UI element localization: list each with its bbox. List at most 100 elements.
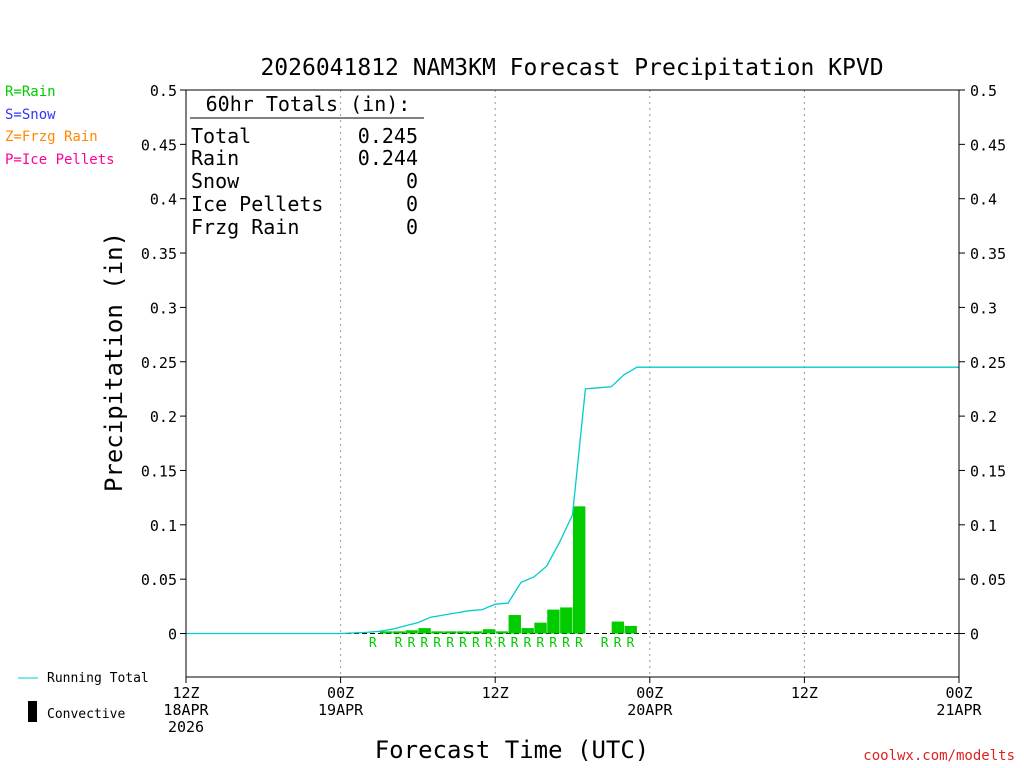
running-total-line bbox=[186, 366, 959, 635]
totals-label-snow: Snow bbox=[191, 169, 240, 193]
precip-bar bbox=[418, 628, 431, 634]
totals-box: 60hr Totals (in): Total 0.245 Rain 0.244… bbox=[190, 92, 424, 239]
legend-running-total: Running Total bbox=[47, 671, 149, 686]
precip-bar bbox=[547, 609, 560, 634]
y-tick-label-left: 0.05 bbox=[141, 571, 177, 589]
precip-bar bbox=[573, 506, 586, 634]
x-tick-label: 21APR bbox=[936, 701, 982, 719]
totals-label-total: Total bbox=[191, 124, 251, 148]
totals-label-ice-pellets: Ice Pellets bbox=[191, 192, 323, 216]
legend-convective: Convective bbox=[47, 707, 125, 722]
x-tick-label: 00Z bbox=[636, 684, 663, 702]
precip-type-legend: R=Rain S=Snow Z=Frzg Rain P=Ice Pellets bbox=[5, 84, 115, 168]
precip-bar bbox=[521, 628, 534, 634]
y-tick-label-left: 0.35 bbox=[141, 245, 177, 263]
x-tick-label: 00Z bbox=[945, 684, 972, 702]
totals-value-ice-pellets: 0 bbox=[406, 192, 418, 216]
precip-type-mark: R bbox=[420, 636, 428, 651]
x-tick-label: 2026 bbox=[168, 718, 204, 736]
y-tick-label-right: 0.1 bbox=[970, 517, 997, 535]
precip-bar bbox=[457, 631, 470, 634]
precip-type-mark: R bbox=[523, 636, 531, 651]
y-tick-label-right: 0.2 bbox=[970, 408, 997, 426]
y-tick-label-left: 0.3 bbox=[150, 299, 177, 317]
y-tick-label-left: 0 bbox=[168, 626, 177, 644]
precip-type-mark: R bbox=[549, 636, 557, 651]
y-tick-label-left: 0.5 bbox=[150, 82, 177, 100]
totals-value-snow: 0 bbox=[406, 169, 418, 193]
y-tick-label-right: 0.5 bbox=[970, 82, 997, 100]
x-tick-label: 00Z bbox=[327, 684, 354, 702]
precip-type-mark: R bbox=[433, 636, 441, 651]
gridlines bbox=[186, 90, 959, 677]
plot-frame bbox=[185, 89, 960, 678]
running-total-series bbox=[186, 366, 959, 635]
precip-type-mark: R bbox=[575, 636, 583, 651]
precip-type-mark: R bbox=[369, 636, 377, 651]
precip-type-mark: R bbox=[511, 636, 519, 651]
y-tick-label-left: 0.1 bbox=[150, 517, 177, 535]
precip-bar bbox=[508, 615, 521, 634]
x-tick-label: 12Z bbox=[172, 684, 199, 702]
precip-type-mark: R bbox=[562, 636, 570, 651]
totals-value-frzg-rain: 0 bbox=[406, 215, 418, 239]
precip-type-mark: R bbox=[446, 636, 454, 651]
y-axis-title: Precipitation (in) bbox=[100, 232, 128, 492]
y-tick-label-right: 0.05 bbox=[970, 571, 1006, 589]
x-tick-label: 12Z bbox=[482, 684, 509, 702]
precip-bar bbox=[482, 629, 496, 634]
totals-heading: 60hr Totals (in): bbox=[206, 92, 411, 116]
y-tick-label-left: 0.15 bbox=[141, 462, 177, 480]
precip-type-mark: R bbox=[614, 636, 622, 651]
totals-label-rain: Rain bbox=[191, 146, 239, 170]
y-tick-label-left: 0.45 bbox=[141, 136, 177, 154]
precip-type-mark: R bbox=[485, 636, 493, 651]
y-tick-label-right: 0.4 bbox=[970, 191, 997, 209]
credit-text: coolwx.com/modelts bbox=[863, 748, 1015, 764]
precip-type-mark: R bbox=[601, 636, 609, 651]
series-legend: Running Total Convective bbox=[18, 671, 149, 722]
precip-type-mark: R bbox=[408, 636, 416, 651]
precip-bar bbox=[444, 631, 457, 634]
y-tick-label-right: 0 bbox=[970, 626, 979, 644]
y-tick-label-right: 0.25 bbox=[970, 354, 1006, 372]
y-tick-label-right: 0.3 bbox=[970, 299, 997, 317]
precip-bar bbox=[469, 631, 483, 634]
legend-convective-swatch bbox=[28, 701, 37, 722]
y-axis-ticks: 0.5 0.5 0.45 0.45 0.4 0.4 0.35 0.35 0.3 0.3 0.25 0.… bbox=[141, 82, 1006, 644]
precip-bar bbox=[392, 631, 406, 634]
precip-type-mark: R bbox=[459, 636, 467, 651]
precip-bar bbox=[560, 607, 573, 634]
chart-title: 2026041812 NAM3KM Forecast Precipitation… bbox=[260, 55, 883, 81]
y-tick-label-left: 0.25 bbox=[141, 354, 177, 372]
precip-type-mark: R bbox=[472, 636, 480, 651]
x-tick-label: 12Z bbox=[791, 684, 818, 702]
precip-bar bbox=[379, 631, 393, 634]
bars bbox=[379, 506, 637, 634]
precip-bar bbox=[405, 630, 418, 634]
precip-type-mark: R bbox=[536, 636, 544, 651]
precip-bar bbox=[624, 625, 637, 634]
precip-bar bbox=[431, 631, 444, 634]
legend-rain: R=Rain bbox=[5, 84, 56, 100]
y-tick-label-left: 0.2 bbox=[150, 408, 177, 426]
precip-type-mark: R bbox=[395, 636, 403, 651]
legend-frzg-rain: Z=Frzg Rain bbox=[5, 129, 98, 145]
totals-label-frzg-rain: Frzg Rain bbox=[191, 215, 299, 239]
y-tick-label-right: 0.45 bbox=[970, 136, 1006, 154]
precip-type-mark: R bbox=[627, 636, 635, 651]
legend-ice-pellets: P=Ice Pellets bbox=[5, 152, 115, 168]
x-axis-title: Forecast Time (UTC) bbox=[375, 736, 650, 764]
totals-value-rain: 0.244 bbox=[358, 146, 418, 170]
legend-snow: S=Snow bbox=[5, 107, 56, 123]
precip-bar bbox=[534, 622, 547, 634]
totals-value-total: 0.245 bbox=[358, 124, 418, 148]
precip-type-mark: R bbox=[498, 636, 506, 651]
y-tick-label-right: 0.15 bbox=[970, 462, 1006, 480]
precip-bar bbox=[611, 621, 625, 634]
precip-bar bbox=[495, 631, 509, 634]
y-tick-label-left: 0.4 bbox=[150, 191, 177, 209]
